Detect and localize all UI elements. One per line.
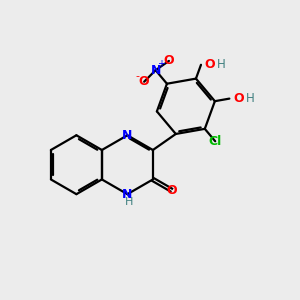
Text: O: O — [139, 75, 149, 88]
Text: -: - — [136, 71, 140, 81]
Text: Cl: Cl — [208, 135, 222, 148]
Text: N: N — [150, 64, 161, 77]
Text: H: H — [125, 197, 133, 207]
Text: O: O — [233, 92, 244, 105]
Text: H: H — [246, 92, 254, 105]
Text: H: H — [217, 58, 226, 71]
Text: O: O — [164, 54, 174, 68]
Text: O: O — [205, 58, 215, 71]
Text: +: + — [158, 59, 166, 69]
Text: N: N — [122, 188, 132, 201]
Text: N: N — [122, 129, 133, 142]
Text: O: O — [166, 184, 177, 196]
